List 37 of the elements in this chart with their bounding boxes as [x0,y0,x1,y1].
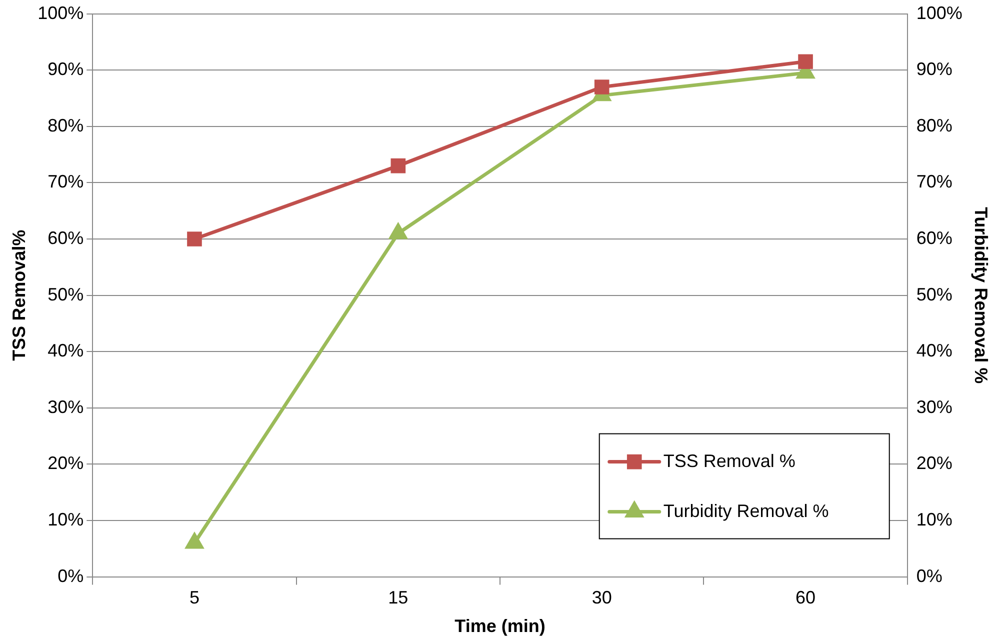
point [389,224,407,240]
y-axis-title: TSS Removal% [8,230,29,361]
y-tick-label: 80% [48,115,84,136]
legend-label: Turbidity Removal % [663,500,829,521]
y-tick-label: 40% [48,340,84,361]
y2-tick-label: 60% [916,228,952,248]
y2-tick-label: 90% [916,59,952,80]
point [390,158,406,174]
x-tick-label: 30 [592,588,612,608]
point [594,80,610,94]
y-tick-label: 30% [48,396,84,417]
point [186,533,204,549]
y-tick-label: 100% [38,2,84,23]
y-tick-label: 50% [48,284,84,304]
y-tick-label: 10% [48,509,84,530]
legend-label: TSS Removal % [663,450,796,471]
y2-tick-label: 50% [916,284,952,304]
y2-tick-label: 20% [916,453,952,474]
y-tick-label: 60% [48,228,84,248]
y2-tick-label: 70% [916,172,952,192]
y2-tick-label: 30% [916,396,952,417]
y2-tick-label: 40% [916,340,952,361]
point [187,232,202,246]
y2-tick-label: 100% [916,2,962,23]
y-tick-label: 20% [48,453,84,474]
x-tick-label: 5 [189,588,200,608]
y2-tick-label: 0% [916,566,942,586]
x-axis-title: Time (min) [454,616,546,636]
y-tick-label: 90% [48,59,84,80]
point [798,54,813,70]
y2-tick-label: 10% [916,509,952,530]
y2-tick-label: 80% [916,115,952,136]
y-tick-label: 70% [48,172,84,192]
y2-axis-title: Turbidity Removal % [971,206,992,384]
x-tick-label: 15 [388,588,408,608]
y-tick-label: 0% [58,566,84,586]
x-tick-label: 60 [796,588,816,608]
